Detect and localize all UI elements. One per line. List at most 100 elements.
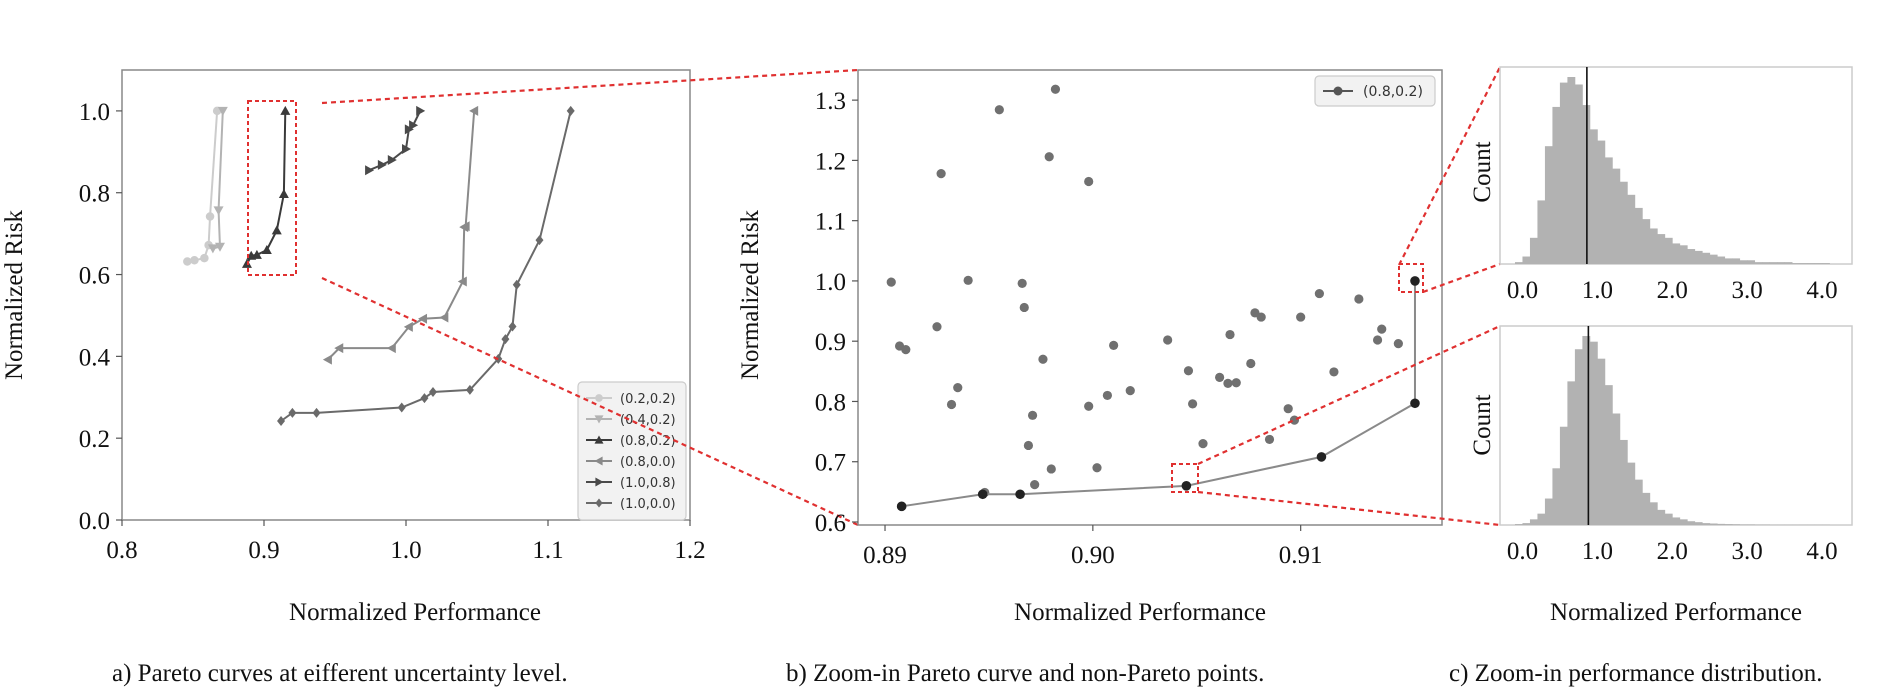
data-point xyxy=(469,105,479,116)
y-tick-label: 1.1 xyxy=(815,209,846,236)
histogram-bar xyxy=(1544,498,1553,525)
pareto-point xyxy=(1410,398,1420,409)
histogram-bar xyxy=(1814,263,1823,264)
non-pareto-point xyxy=(1377,324,1387,334)
non-pareto-point xyxy=(1246,358,1256,369)
non-pareto-point xyxy=(1314,288,1324,299)
panel-a-series xyxy=(183,105,575,426)
histogram-bar xyxy=(1574,84,1583,264)
histogram-bar xyxy=(1717,523,1726,525)
x-tick-label: 0.0 xyxy=(1507,277,1538,304)
legend-marker xyxy=(595,477,604,487)
non-pareto-point xyxy=(1183,366,1194,376)
x-tick-label: 2.0 xyxy=(1657,538,1688,565)
data-point xyxy=(261,245,272,254)
x-tick-label: 4.0 xyxy=(1806,277,1837,304)
y-tick-label: 0.4 xyxy=(79,344,111,371)
legend-box xyxy=(1314,75,1436,107)
panel-c-top-x-ticks: 0.0 1.0 2.0 3.0 4.0 xyxy=(1507,277,1838,304)
pareto-point xyxy=(1316,452,1327,462)
data-point xyxy=(322,354,332,365)
histogram-bar xyxy=(1612,168,1621,264)
panel-b-zoom-pareto: 0.89 0.90 0.91 0.6 0.7 0.8 0.9 1.0 1.1 1.2 1.3 No… xyxy=(737,69,1443,626)
non-pareto-point xyxy=(1027,410,1038,420)
pareto-point xyxy=(1181,481,1192,491)
histogram-bar xyxy=(1567,77,1576,264)
histogram-bar xyxy=(1657,234,1666,264)
histogram-bar xyxy=(1552,106,1561,264)
panel-c-top-ylabel: Count xyxy=(1469,141,1496,202)
x-tick-label: 0.91 xyxy=(1279,542,1323,569)
histogram-bar xyxy=(1694,250,1703,264)
legend-box xyxy=(577,381,687,521)
histogram-bar xyxy=(1664,513,1673,525)
histogram-bar xyxy=(1679,519,1688,525)
caption-b: b) Zoom-in Pareto curve and non-Pareto p… xyxy=(786,660,1265,687)
legend-label: (0.4,0.2) xyxy=(620,413,676,428)
histogram-bar xyxy=(1649,228,1658,264)
non-pareto-point xyxy=(1044,152,1054,162)
non-pareto-point xyxy=(1215,372,1225,382)
legend-marker xyxy=(594,435,604,444)
histogram-bar xyxy=(1619,439,1628,525)
data-point xyxy=(183,257,192,266)
histogram-bar xyxy=(1597,140,1606,264)
histogram-bar xyxy=(1679,245,1688,264)
data-point xyxy=(207,244,218,254)
data-point xyxy=(312,407,321,418)
panel-c-xlabel: Normalized Performance xyxy=(1550,599,1802,626)
non-pareto-point xyxy=(1023,440,1034,451)
non-pareto-point xyxy=(953,382,963,393)
histogram-bar xyxy=(1567,381,1576,525)
y-tick-label: 0.8 xyxy=(815,389,846,416)
histogram-bar xyxy=(1619,181,1628,264)
histogram-bar xyxy=(1747,260,1756,264)
y-tick-label: 1.0 xyxy=(815,269,846,296)
histogram-bar xyxy=(1709,523,1718,525)
non-pareto-point xyxy=(1102,390,1112,401)
data-point xyxy=(402,143,411,154)
non-pareto-point xyxy=(1264,434,1275,445)
data-point xyxy=(428,386,437,397)
non-pareto-point xyxy=(1354,294,1364,304)
figure: 0.8 0.9 1.0 1.1 1.2 0.0 0.2 0.4 0.6 0.8 1.0 Norma… xyxy=(1,66,1853,626)
non-pareto-point xyxy=(963,275,973,285)
data-point xyxy=(241,258,252,268)
y-tick-label: 0.8 xyxy=(79,181,110,208)
non-pareto-point xyxy=(1125,386,1135,396)
histogram-bar xyxy=(1514,262,1523,264)
non-pareto-point xyxy=(1289,415,1300,425)
data-point xyxy=(508,321,517,332)
series-(1.0,0.8) xyxy=(365,105,426,176)
legend-label: (0.2,0.2) xyxy=(620,392,676,407)
histogram-bar xyxy=(1574,349,1583,525)
data-point xyxy=(200,253,209,263)
histogram-bar xyxy=(1627,194,1636,264)
legend-label: (0.8,0.2) xyxy=(620,434,676,449)
histogram-bar xyxy=(1642,219,1651,264)
non-pareto-point xyxy=(1084,176,1094,187)
histogram-bar xyxy=(1664,237,1673,264)
non-pareto-point xyxy=(1393,339,1403,349)
histogram-bar xyxy=(1552,468,1561,525)
histogram-bar xyxy=(1822,263,1830,264)
x-tick-label: 0.90 xyxy=(1071,542,1115,569)
non-pareto-point xyxy=(1296,312,1306,322)
histogram-bar xyxy=(1762,262,1771,264)
x-tick-label: 1.0 xyxy=(1582,538,1613,565)
x-tick-label: 3.0 xyxy=(1732,538,1763,565)
data-point xyxy=(386,343,396,354)
panel-a-xlabel: Normalized Performance xyxy=(289,599,541,626)
histogram-bar xyxy=(1529,237,1538,264)
histogram-bar xyxy=(1559,82,1568,264)
panel-c-distributions: 0.0 1.0 2.0 3.0 4.0 Count 0.0 1.0 2.0 3.0 4.0 Co… xyxy=(1469,66,1853,626)
histogram-bar xyxy=(1739,524,1748,525)
non-pareto-point xyxy=(1019,302,1029,313)
non-pareto-point xyxy=(1163,335,1173,345)
data-point xyxy=(214,242,225,252)
histogram-bar xyxy=(1747,524,1756,525)
non-pareto-point xyxy=(1084,401,1094,411)
data-point xyxy=(271,225,282,235)
non-pareto-point xyxy=(1046,464,1056,474)
panel-b-xlabel: Normalized Performance xyxy=(1014,599,1266,626)
